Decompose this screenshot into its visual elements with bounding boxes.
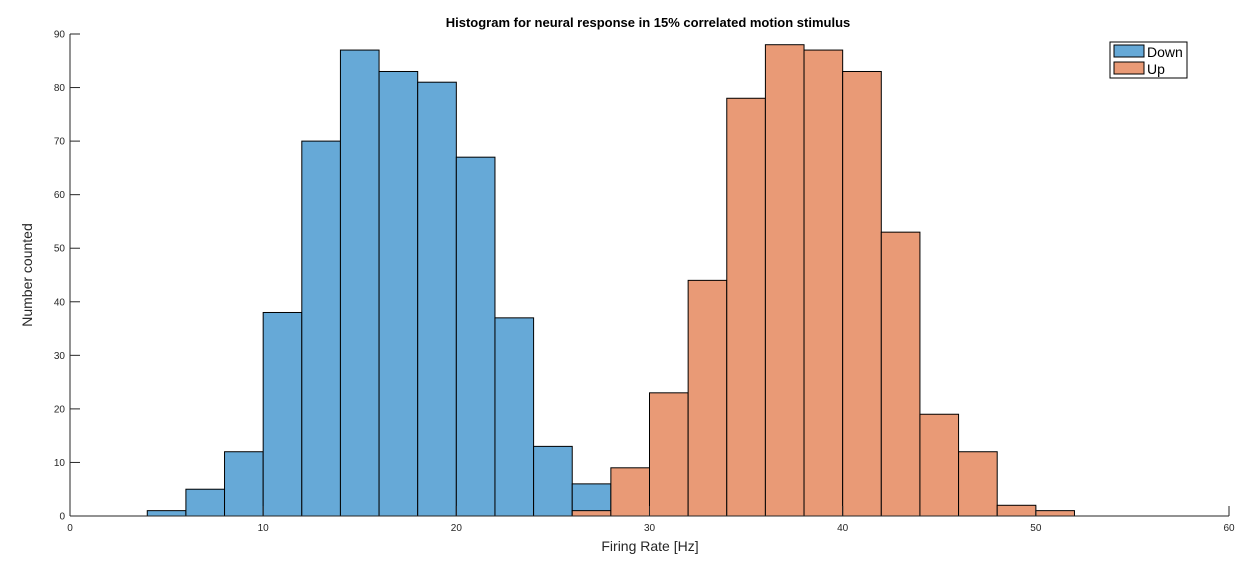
- bar-up-42: [880, 231, 921, 517]
- y-tick-label: 90: [54, 30, 66, 41]
- bar-down-20: [455, 156, 496, 517]
- y-tick-label: 0: [59, 512, 65, 523]
- y-tick-label: 40: [54, 297, 66, 308]
- bar-up-26: [571, 510, 612, 517]
- y-tick-label: 10: [54, 458, 66, 469]
- legend-swatch-down: [1113, 44, 1145, 58]
- bar-up-30: [649, 392, 689, 517]
- x-tick-label: 10: [258, 523, 270, 534]
- x-tick-label: 30: [644, 523, 656, 534]
- chart-title: Histogram for neural response in 15% cor…: [446, 15, 851, 30]
- bar-down-8: [224, 451, 264, 517]
- legend-swatch-up: [1113, 61, 1145, 75]
- bar-down-22: [494, 317, 535, 517]
- y-tick-label: 20: [54, 404, 66, 415]
- x-tick-label: 40: [837, 523, 849, 534]
- bar-down-12: [301, 140, 341, 517]
- ticks-layer: 0 10 20 30 40 50 60 0 10 20 30 40 50 60 70 80 90: [54, 30, 1235, 535]
- y-axis-label: Number counted: [19, 223, 35, 327]
- x-tick-label: 50: [1030, 523, 1042, 534]
- bar-down-4: [146, 510, 187, 517]
- x-axis-label: Firing Rate [Hz]: [601, 538, 698, 554]
- legend-label-up: Up: [1147, 61, 1165, 77]
- bar-up-40: [842, 70, 882, 517]
- bar-up-44: [919, 413, 960, 517]
- bars-layer: [146, 44, 1075, 517]
- bar-up-48: [996, 504, 1037, 517]
- legend-label-down: Down: [1147, 44, 1183, 60]
- bar-down-14: [339, 49, 380, 517]
- bar-up-46: [958, 451, 998, 517]
- bar-down-24: [533, 445, 573, 517]
- bar-up-50: [1035, 510, 1075, 517]
- bar-up-32: [687, 279, 728, 517]
- bar-down-16: [378, 70, 419, 517]
- bar-up-36: [764, 44, 805, 517]
- bar-up-38: [803, 49, 844, 517]
- bar-down-10: [262, 311, 303, 517]
- y-tick-label: 80: [54, 83, 66, 94]
- x-tick-label: 0: [67, 523, 73, 534]
- bar-down-6: [185, 488, 226, 517]
- y-tick-label: 60: [54, 190, 66, 201]
- y-tick-label: 50: [54, 244, 66, 255]
- bar-up-34: [726, 97, 766, 517]
- x-tick-label: 60: [1223, 523, 1235, 534]
- x-tick-label: 20: [451, 523, 463, 534]
- bar-up-28: [610, 467, 650, 517]
- y-tick-label: 70: [54, 137, 66, 148]
- bar-down-18: [417, 81, 457, 517]
- y-tick-label: 30: [54, 351, 66, 362]
